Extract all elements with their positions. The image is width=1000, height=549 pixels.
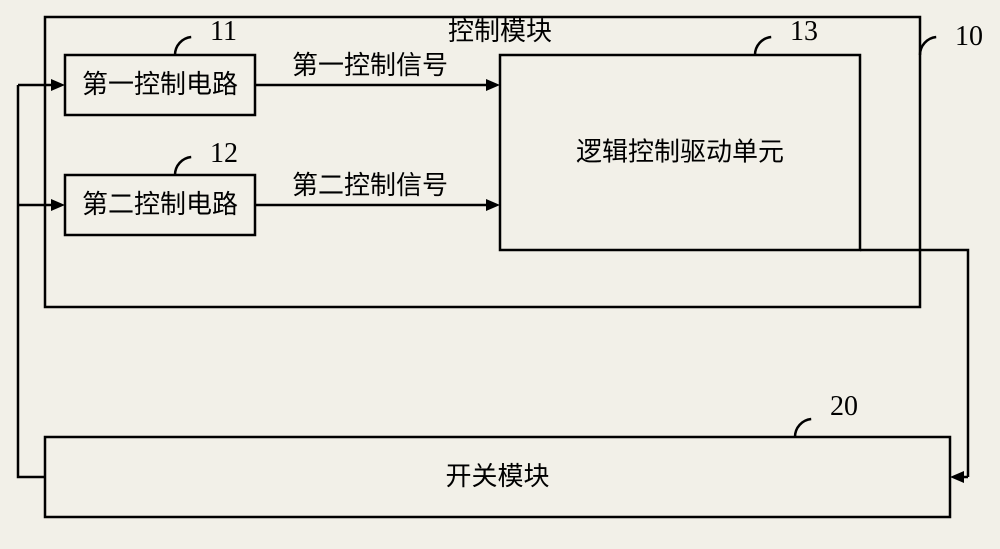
ref-20-tick (795, 419, 811, 437)
signal-1-label: 第一控制信号 (292, 51, 448, 80)
first-control-circuit-label: 第一控制电路 (82, 70, 238, 99)
ref-13-num: 13 (790, 16, 818, 47)
control-module-title: 控制模块 (448, 17, 552, 46)
ref-20-num: 20 (830, 391, 858, 422)
logic-unit-label: 逻辑控制驱动单元 (576, 137, 784, 166)
conn-switch-to-first (18, 85, 45, 477)
ref-12-num: 12 (210, 138, 238, 169)
arrow-head (486, 199, 500, 211)
arrow-head (950, 471, 964, 483)
ref-11-tick (175, 37, 191, 55)
ref-12-tick (175, 157, 191, 175)
ref-11-num: 11 (210, 16, 237, 47)
arrow-head (486, 79, 500, 91)
switch-module-label: 开关模块 (445, 462, 549, 491)
ref-10-num: 10 (955, 21, 983, 52)
arrow-head (51, 79, 65, 91)
control-module-box (45, 17, 920, 307)
conn-logic-to-switch (860, 250, 968, 477)
second-control-circuit-label: 第二控制电路 (82, 190, 238, 219)
signal-2-label: 第二控制信号 (292, 171, 448, 200)
ref-13-tick (755, 37, 771, 55)
arrow-head (51, 199, 65, 211)
ref-10-tick (920, 37, 936, 55)
